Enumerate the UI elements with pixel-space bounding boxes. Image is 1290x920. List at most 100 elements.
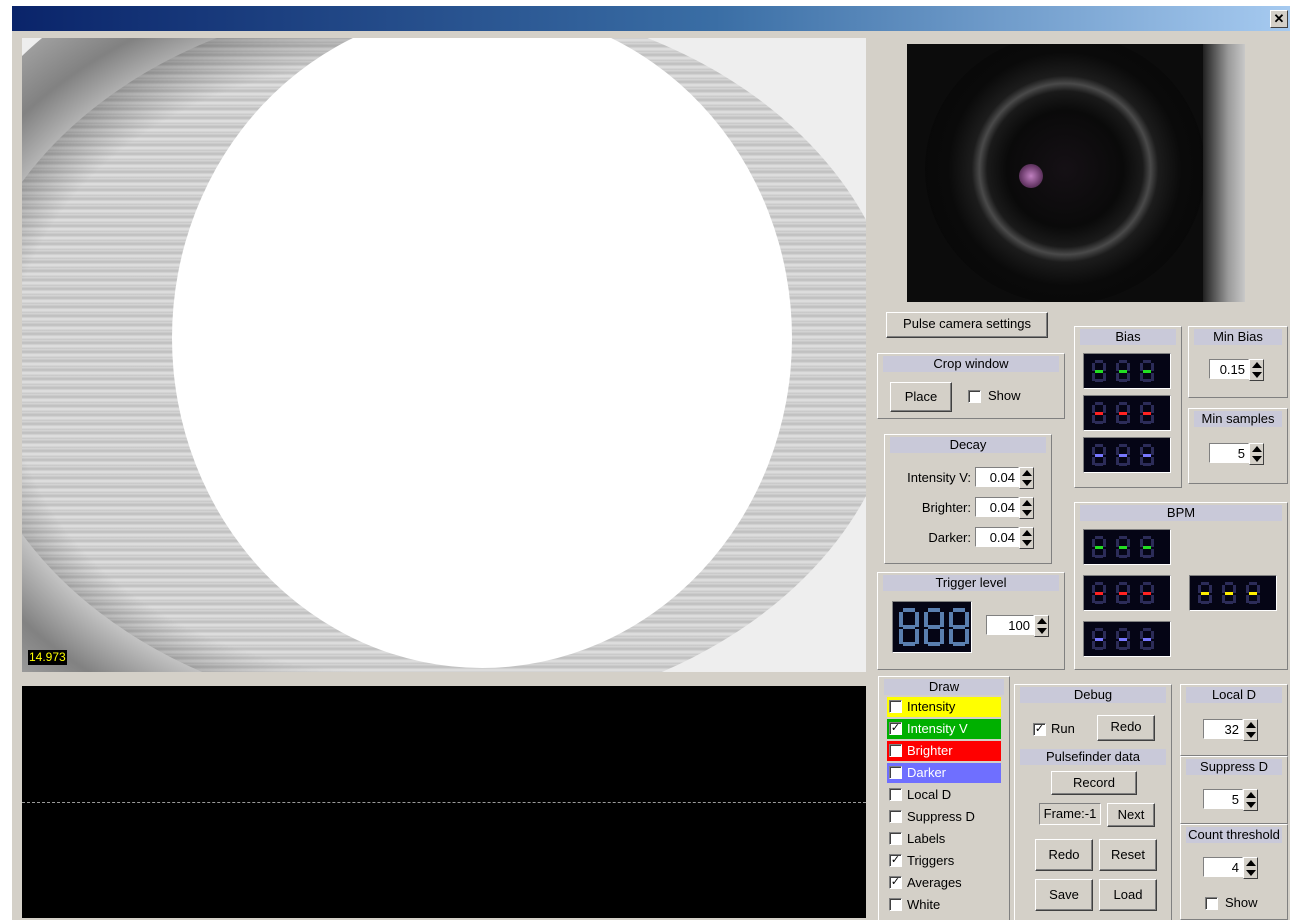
debug-redo-button[interactable]: Redo — [1097, 715, 1155, 741]
digit-segment — [1119, 411, 1127, 415]
place-button[interactable]: Place — [890, 382, 952, 412]
trigger-level-spinner[interactable]: 100 — [986, 615, 1050, 637]
suppress-d-arrows[interactable] — [1243, 789, 1258, 811]
decay-row-spinner[interactable]: 0.04 — [975, 467, 1035, 489]
main-video-view[interactable]: 14.973 — [22, 38, 866, 672]
debug-run-checkbox[interactable]: ✓ — [1033, 723, 1046, 736]
decay-row-input[interactable]: 0.04 — [975, 527, 1019, 547]
arrow-down-icon[interactable] — [1246, 870, 1256, 876]
digit-segment — [1127, 447, 1130, 455]
draw-item[interactable]: Suppress D — [887, 807, 1001, 827]
decay-row-spinner[interactable]: 0.04 — [975, 497, 1035, 519]
draw-item-checkbox[interactable]: ✓ — [889, 854, 902, 867]
arrow-down-icon[interactable] — [1252, 372, 1262, 378]
suppress-d-spinner[interactable]: 5 — [1203, 789, 1261, 811]
draw-item-checkbox[interactable] — [889, 810, 902, 823]
digit-segment — [1116, 363, 1119, 371]
decay-row-arrows[interactable] — [1019, 497, 1034, 519]
draw-item-checkbox[interactable]: ✓ — [889, 722, 902, 735]
suppress-d-input[interactable]: 5 — [1203, 789, 1243, 809]
decay-row-input[interactable]: 0.04 — [975, 467, 1019, 487]
digit-segment — [1143, 637, 1151, 641]
close-button[interactable]: ✕ — [1270, 10, 1288, 28]
arrow-down-icon[interactable] — [1022, 480, 1032, 486]
arrow-down-icon[interactable] — [1022, 540, 1032, 546]
decay-row-input[interactable]: 0.04 — [975, 497, 1019, 517]
load-button[interactable]: Load — [1099, 879, 1157, 911]
digit-segment — [1119, 628, 1127, 631]
arrow-up-icon[interactable] — [1022, 470, 1032, 476]
min-bias-arrows[interactable] — [1249, 359, 1264, 381]
arrow-down-icon[interactable] — [1246, 732, 1256, 738]
digit-segment — [1151, 548, 1154, 557]
trigger-level-arrows[interactable] — [1034, 615, 1049, 637]
digit — [1222, 582, 1236, 604]
arrow-down-icon[interactable] — [1246, 802, 1256, 808]
crop-show-checkbox[interactable] — [968, 390, 981, 403]
trigger-level-input[interactable]: 100 — [986, 615, 1034, 635]
draw-item[interactable]: White — [887, 895, 1001, 915]
arrow-down-icon[interactable] — [1022, 510, 1032, 516]
arrow-up-icon[interactable] — [1246, 792, 1256, 798]
draw-item-checkbox[interactable] — [889, 788, 902, 801]
digit-segment — [965, 612, 969, 627]
draw-item[interactable]: ✓ Averages — [887, 873, 1001, 893]
digit-segment — [1119, 421, 1127, 424]
draw-item-checkbox[interactable] — [889, 766, 902, 779]
digit-segment — [1246, 594, 1249, 603]
draw-item[interactable]: Intensity — [887, 697, 1001, 717]
count-threshold-show-checkbox[interactable] — [1205, 897, 1218, 910]
min-bias-spinner[interactable]: 0.15 — [1209, 359, 1267, 381]
arrow-up-icon[interactable] — [1037, 618, 1047, 624]
min-bias-input[interactable]: 0.15 — [1209, 359, 1249, 379]
local-d-spinner[interactable]: 32 — [1203, 719, 1261, 741]
arrow-up-icon[interactable] — [1022, 500, 1032, 506]
draw-item[interactable]: Brighter — [887, 741, 1001, 761]
reset-button[interactable]: Reset — [1099, 839, 1157, 871]
digit-segment — [1143, 369, 1151, 373]
draw-item[interactable]: Labels — [887, 829, 1001, 849]
draw-item[interactable]: ✓ Triggers — [887, 851, 1001, 871]
decay-row-spinner[interactable]: 0.04 — [975, 527, 1035, 549]
digit-segment — [1119, 402, 1127, 405]
draw-item-checkbox[interactable] — [889, 700, 902, 713]
decay-row-arrows[interactable] — [1019, 467, 1034, 489]
draw-item-checkbox[interactable]: ✓ — [889, 876, 902, 889]
arrow-up-icon[interactable] — [1246, 722, 1256, 728]
digit-segment — [1209, 585, 1212, 593]
min-samples-arrows[interactable] — [1249, 443, 1264, 465]
count-threshold-input[interactable]: 4 — [1203, 857, 1243, 877]
record-button[interactable]: Record — [1051, 771, 1137, 795]
count-threshold-arrows[interactable] — [1243, 857, 1258, 879]
arrow-up-icon[interactable] — [1252, 446, 1262, 452]
arrow-up-icon[interactable] — [1252, 362, 1262, 368]
digit-segment — [1127, 372, 1130, 381]
draw-item[interactable]: Darker — [887, 763, 1001, 783]
bpm-display — [1083, 621, 1171, 657]
draw-item[interactable]: ✓ Intensity V — [887, 719, 1001, 739]
title-bar[interactable]: ✕ — [12, 6, 1290, 31]
save-button[interactable]: Save — [1035, 879, 1093, 911]
pulsefinder-redo-button[interactable]: Redo — [1035, 839, 1093, 871]
count-threshold-spinner[interactable]: 4 — [1203, 857, 1261, 879]
arrow-up-icon[interactable] — [1022, 530, 1032, 536]
draw-item-checkbox[interactable] — [889, 744, 902, 757]
digit-segment — [1151, 372, 1154, 381]
min-samples-input[interactable]: 5 — [1209, 443, 1249, 463]
local-d-arrows[interactable] — [1243, 719, 1258, 741]
arrow-up-icon[interactable] — [1246, 860, 1256, 866]
signal-graph[interactable] — [22, 686, 866, 918]
decay-row-arrows[interactable] — [1019, 527, 1034, 549]
camera-lens-image — [925, 44, 1205, 302]
arrow-down-icon[interactable] — [1037, 628, 1047, 634]
draw-item[interactable]: Local D — [887, 785, 1001, 805]
arrow-down-icon[interactable] — [1252, 456, 1262, 462]
min-samples-spinner[interactable]: 5 — [1209, 443, 1267, 465]
draw-item-checkbox[interactable] — [889, 898, 902, 911]
next-button[interactable]: Next — [1107, 803, 1155, 827]
draw-item-checkbox[interactable] — [889, 832, 902, 845]
pulse-camera-settings-button[interactable]: Pulse camera settings — [886, 312, 1048, 338]
local-d-input[interactable]: 32 — [1203, 719, 1243, 739]
digit-segment — [1127, 363, 1130, 371]
digit-segment — [1095, 444, 1103, 447]
